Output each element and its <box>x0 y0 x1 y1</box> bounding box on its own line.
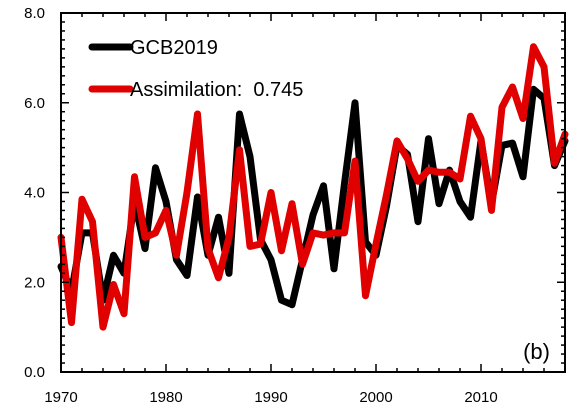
plot-lines <box>57 43 569 331</box>
x-tick-label: 2000 <box>359 389 392 406</box>
panel-label: (b) <box>523 339 550 364</box>
y-tick-label: 2.0 <box>24 274 45 291</box>
x-tick-label: 1980 <box>149 389 182 406</box>
y-tick-label: 0.0 <box>24 364 45 381</box>
y-tick-label: 4.0 <box>24 185 45 202</box>
y-tick-label: 8.0 <box>24 5 45 22</box>
axis-tick-labels: 1970 1980 1990 2000 2010 0.0 2.0 4.0 6.0 8.0 <box>24 5 498 406</box>
y-tick-label: 6.0 <box>24 95 45 112</box>
legend: GCB2019 Assimilation: 0.745 <box>88 37 303 101</box>
x-tick-label: 1970 <box>44 389 77 406</box>
legend-entry-assimilation: Assimilation: 0.745 <box>130 79 303 101</box>
x-tick-label: 2010 <box>464 389 497 406</box>
series-line-assimilation <box>57 43 569 331</box>
legend-entry-gcb2019: GCB2019 <box>130 37 218 59</box>
x-tick-label: 1990 <box>254 389 287 406</box>
axis-ticks <box>60 12 566 373</box>
